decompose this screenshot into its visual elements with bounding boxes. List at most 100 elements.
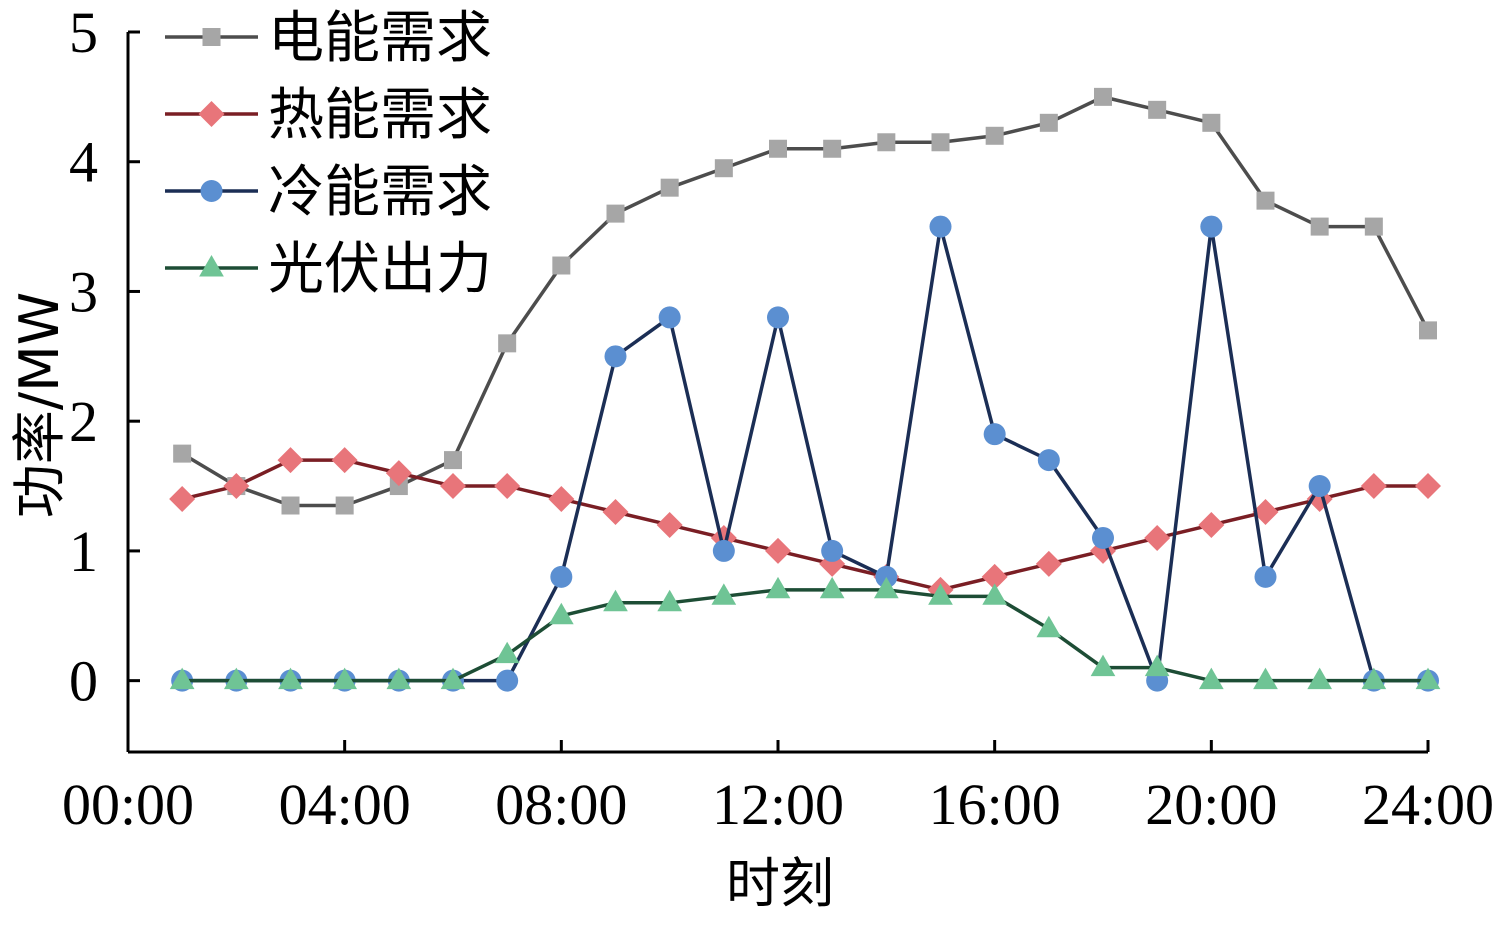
legend-label: 电能需求 (268, 6, 492, 71)
legend-marker (200, 180, 223, 202)
data-point (656, 511, 683, 538)
y-tick-label: 3 (69, 259, 98, 324)
data-point (604, 345, 627, 368)
x-tick-label: 12:00 (712, 772, 844, 837)
data-point (929, 215, 952, 238)
data-point (331, 447, 358, 474)
data-point (278, 667, 303, 690)
data-point (714, 159, 733, 178)
legend-item-2: 热能需求 (165, 83, 492, 148)
legend-marker (202, 28, 221, 46)
data-point (982, 583, 1008, 605)
data-point (498, 334, 517, 353)
legend-label: 热能需求 (268, 83, 492, 148)
data-point (1039, 113, 1058, 132)
data-point (1254, 565, 1277, 588)
data-point (548, 602, 574, 625)
data-point (548, 486, 575, 513)
data-point (440, 473, 466, 500)
data-point (985, 126, 1004, 145)
data-point (1148, 100, 1167, 119)
series-line (181, 458, 1428, 592)
x-tick-label: 24:00 (1362, 772, 1494, 837)
data-point (385, 460, 412, 487)
y-tick-label: 0 (69, 649, 98, 714)
y-axis-title: 功率/MW (8, 292, 71, 518)
data-point (981, 563, 1008, 590)
data-point (1256, 191, 1275, 210)
legend-item-1: 电能需求 (165, 6, 492, 71)
data-point (1415, 473, 1441, 500)
data-point (765, 537, 791, 564)
data-point (1364, 217, 1383, 236)
y-tick-label: 4 (69, 130, 98, 195)
data-point (1090, 654, 1116, 677)
data-point (1360, 473, 1387, 500)
data-point (602, 499, 629, 525)
data-point (765, 576, 791, 599)
legend-marker (198, 101, 225, 127)
x-tick-label: 04:00 (279, 772, 411, 837)
series-line (181, 95, 1430, 508)
legend-label: 光伏出力 (268, 237, 492, 302)
data-point (223, 667, 249, 690)
data-point (1144, 654, 1170, 677)
x-tick-label: 08:00 (495, 772, 627, 837)
data-point (819, 576, 845, 599)
data-point (873, 576, 899, 599)
data-point (1415, 667, 1441, 690)
data-point (821, 539, 844, 562)
data-point (277, 447, 304, 474)
data-point (1144, 524, 1171, 551)
data-point (1310, 217, 1329, 236)
data-point (931, 133, 950, 152)
data-point (169, 667, 195, 690)
y-tick-label: 2 (69, 389, 98, 454)
data-point (769, 139, 787, 158)
data-point (223, 473, 250, 500)
axes: 0 1 2 3 4 5 00:00 04:00 08:00 12:00 16:00 20:00 24:0… (62, 0, 1494, 837)
data-point (660, 178, 679, 197)
data-point (386, 667, 412, 690)
data-point (1252, 499, 1279, 525)
data-point (552, 256, 571, 275)
series-4 (169, 576, 1441, 690)
data-point (335, 496, 354, 515)
data-point (823, 139, 842, 158)
x-tick-label: 00:00 (62, 772, 194, 837)
data-point (494, 641, 520, 664)
legend-marker (199, 255, 224, 277)
data-point (1361, 667, 1387, 690)
data-point (169, 486, 196, 513)
data-point (281, 496, 300, 515)
data-point (1037, 449, 1060, 472)
data-point (173, 444, 192, 463)
series-line (182, 588, 1428, 683)
data-point (496, 669, 519, 692)
data-point (1419, 321, 1437, 340)
legend-item-3: 冷能需求 (165, 160, 492, 225)
series-layer (169, 87, 1441, 692)
series-1 (173, 87, 1437, 515)
data-point (444, 451, 462, 470)
data-point (1035, 550, 1062, 577)
data-point (440, 667, 466, 690)
x-tick-label: 16:00 (929, 772, 1061, 837)
data-point (603, 589, 628, 612)
x-axis-title: 时刻 (726, 852, 834, 915)
data-point (1198, 511, 1225, 538)
data-point (983, 423, 1006, 446)
data-point (494, 473, 521, 500)
data-point (1200, 215, 1223, 238)
legend-label: 冷能需求 (268, 160, 492, 225)
data-point (550, 565, 573, 588)
data-point (1036, 615, 1062, 638)
data-point (658, 306, 681, 329)
data-point (1094, 87, 1112, 106)
data-point (606, 204, 625, 223)
y-tick-label: 5 (69, 0, 98, 65)
data-point (1202, 113, 1221, 132)
legend-item-4: 光伏出力 (165, 237, 492, 302)
